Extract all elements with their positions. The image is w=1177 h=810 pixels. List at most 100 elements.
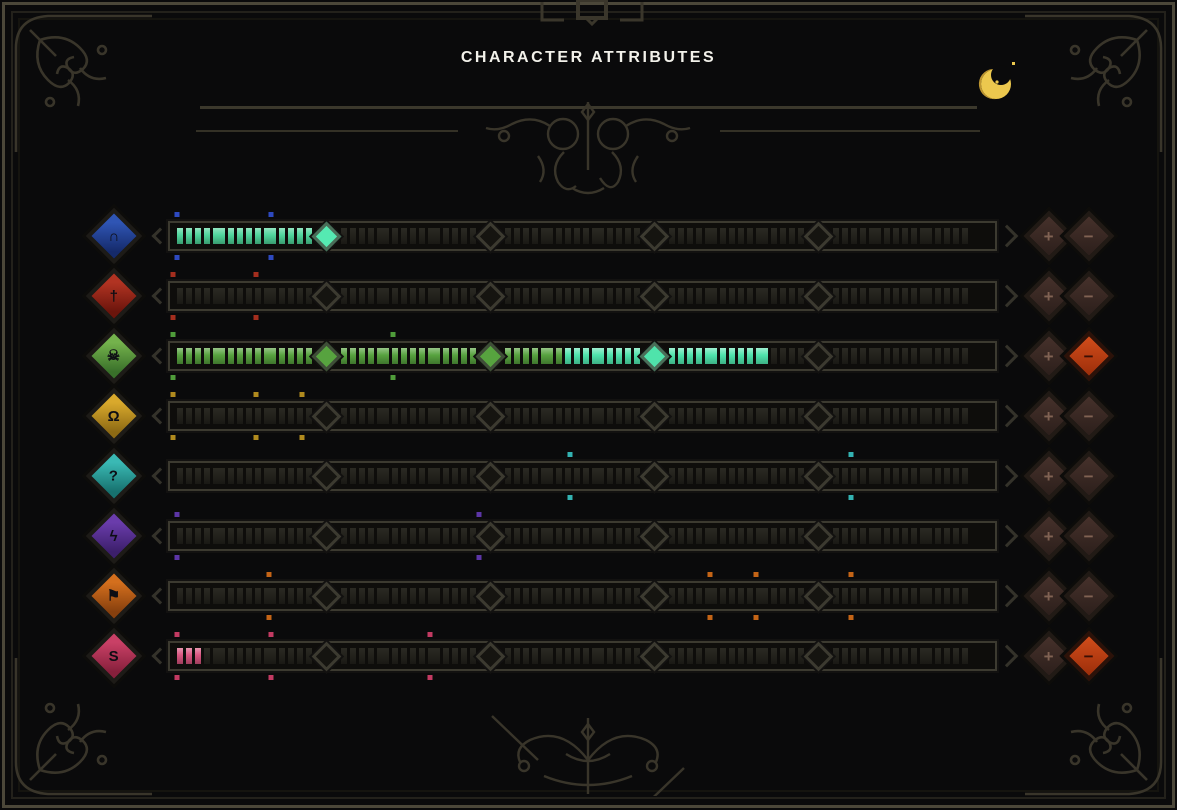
bar-cell [264,648,276,664]
minus-button-pink[interactable]: − [1063,630,1115,682]
bar-cell [186,228,192,244]
section-diamond-icon [311,461,342,491]
bar-cell [696,588,702,604]
bar-cell [204,528,210,544]
bar-cell [935,228,941,244]
section-diamond-icon [475,581,506,611]
bar-cell [634,408,640,424]
bar-cell [410,408,416,424]
bar-cell [842,228,848,244]
bar-cell [288,348,294,364]
bar-cell [678,408,684,424]
minus-icon: − [1084,526,1094,546]
bar-cell [279,228,285,244]
bar-cell [756,528,768,544]
milestone-pip [266,615,272,620]
bar-cell [884,468,890,484]
minus-button-purple[interactable]: − [1063,510,1115,562]
bar-cell [470,228,476,244]
bar-cell [705,648,717,664]
bar-cell [204,648,210,664]
bar-cell [962,408,968,424]
bar-cell [771,348,777,364]
bar-cell [246,228,252,244]
bar-cell [505,588,511,604]
bar-cell [359,588,365,604]
bar-cell [893,288,899,304]
bar-cell [935,408,941,424]
bar-cell [902,408,908,424]
bar-cell [228,648,234,664]
milestone-pip [170,272,176,277]
bar-cell [264,468,276,484]
bar-cell [669,408,675,424]
teal-attribute-icon: ? [85,447,143,505]
minus-button-red[interactable]: − [1063,270,1115,322]
bar-cell [935,528,941,544]
section-diamond-icon [803,521,834,551]
milestone-pip [299,392,305,397]
bar-cell [377,348,389,364]
bar-cell [869,348,881,364]
bar-cell [911,648,917,664]
bar-cell [237,588,243,604]
bar-cell [237,288,243,304]
bar-cell [306,528,312,544]
minus-button-teal[interactable]: − [1063,450,1115,502]
bar-cell [962,528,968,544]
bar-cell [186,588,192,604]
bar-cell [842,468,848,484]
plus-icon: + [1044,646,1054,666]
section-diamond-icon [803,221,834,251]
bar-cell [851,588,857,604]
header-flourish [468,100,708,200]
bar-cell [246,348,252,364]
bar-cell [470,648,476,664]
bar-cell [851,228,857,244]
bar-cell [368,228,374,244]
bar-cell [401,288,407,304]
bar-cell [756,228,768,244]
bar-cell [470,468,476,484]
bar-cell [237,528,243,544]
corner-flourish-bottom-left [6,654,156,804]
bar-cell [523,408,529,424]
bar-cell [616,288,622,304]
section-diamond-icon [311,341,342,371]
bar-cell [401,228,407,244]
minus-button-orange[interactable]: − [1063,570,1115,622]
milestone-pip [266,572,272,577]
bar-cell [625,228,631,244]
minus-button-blue[interactable]: − [1063,210,1115,262]
milestone-pip [268,212,274,217]
bar-cell [401,408,407,424]
attribute-row-pink: S + − [85,626,1115,686]
bar-cell [213,228,225,244]
bar-cell [789,468,795,484]
bar-cell [583,648,589,664]
bar-cell [678,348,684,364]
minus-icon: − [1084,586,1094,606]
bar-cell [195,228,201,244]
section-diamond-icon [311,521,342,551]
section-diamond-icon [639,341,670,371]
bar-cell [306,228,312,244]
bar-left-cap-icon [151,227,169,245]
minus-button-green[interactable]: − [1063,330,1115,382]
bar-cell [470,588,476,604]
bar-cell [246,528,252,544]
section-diamond-icon [475,641,506,671]
section-diamond-icon [639,641,670,671]
section-diamond-icon [639,521,670,551]
minus-icon: − [1084,286,1094,306]
milestone-pip [268,255,274,260]
bar-cell [720,528,726,544]
bar-cell [798,648,804,664]
minus-button-gold[interactable]: − [1063,390,1115,442]
bar-cell [204,468,210,484]
bar-cell [186,468,192,484]
bar-cell [428,228,440,244]
pink-attribute-bar [151,632,1019,680]
milestone-pip [390,375,396,380]
bar-cell [869,408,881,424]
